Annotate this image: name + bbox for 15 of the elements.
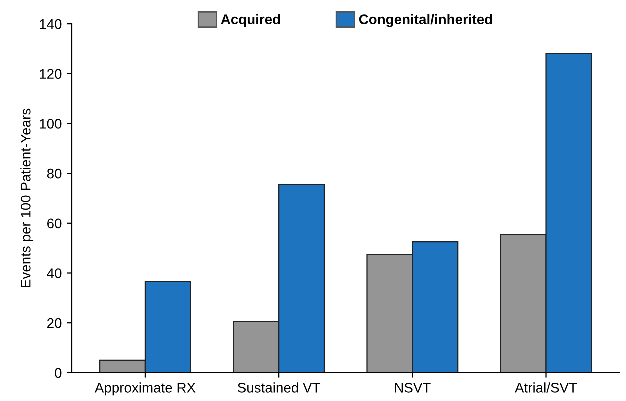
y-tick-label: 120 bbox=[40, 69, 62, 80]
x-tick-label: NSVT bbox=[395, 383, 431, 393]
x-tick-label: Approximate RX bbox=[94, 382, 196, 396]
legend-label: Acquired bbox=[221, 14, 280, 28]
y-tick-label: 20 bbox=[48, 318, 62, 328]
x-tick-label: Sustained VT bbox=[238, 382, 320, 393]
y-axis-title: Events per 100 Patient-Years bbox=[20, 108, 34, 288]
y-tick-label: 100 bbox=[40, 119, 62, 129]
y-tick-label: 40 bbox=[47, 268, 62, 278]
y-tick-label: 140 bbox=[40, 19, 62, 30]
y-tick-label: 60 bbox=[48, 218, 62, 229]
x-tick-label: Atrial/SVT bbox=[515, 382, 578, 393]
legend-label: Congenital/inherited bbox=[359, 14, 492, 28]
y-tick-label: 0 bbox=[55, 368, 62, 378]
y-tick-label: 80 bbox=[47, 168, 62, 179]
